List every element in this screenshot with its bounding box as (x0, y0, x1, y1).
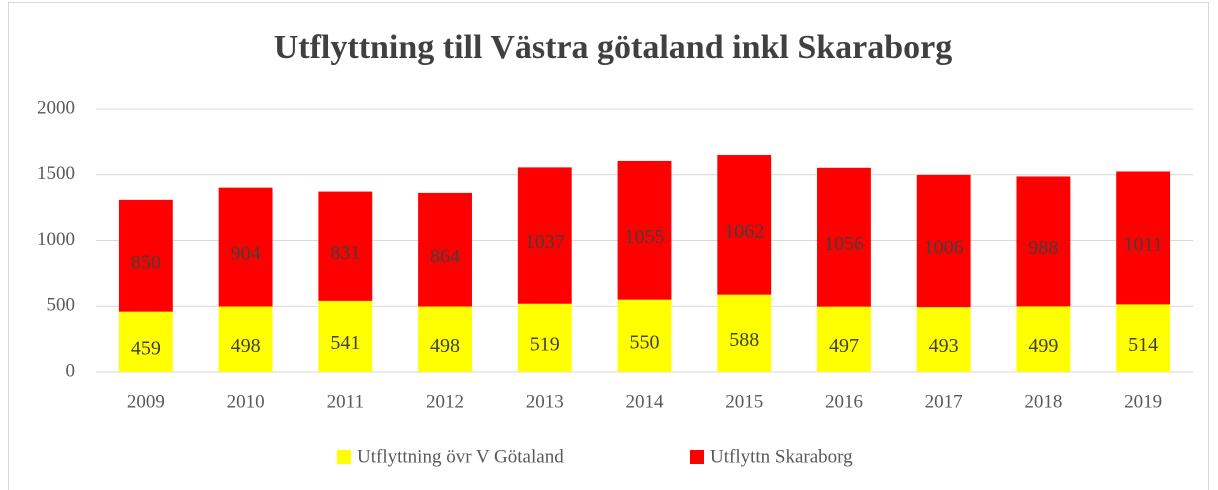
legend-swatch (690, 450, 704, 464)
bar-segment (118, 311, 173, 372)
y-tick-label: 500 (47, 295, 76, 316)
bar-segment (817, 306, 871, 372)
value-label: 904 (231, 243, 261, 265)
bar-segment (1016, 306, 1071, 372)
bar-segment (916, 174, 971, 308)
x-tick-label: 2018 (1024, 391, 1062, 412)
value-label: 499 (1028, 335, 1058, 357)
bar-segment (418, 192, 472, 307)
value-label: 493 (929, 335, 959, 357)
bar-segment (517, 303, 572, 372)
value-label: 831 (330, 242, 360, 264)
bar-segment (218, 187, 273, 307)
value-label: 1011 (1124, 234, 1163, 256)
chart-frame (8, 2, 1209, 490)
value-label: 850 (131, 251, 161, 273)
bar-segment (218, 306, 273, 372)
y-tick-label: 1000 (37, 229, 75, 250)
value-label: 988 (1028, 237, 1058, 259)
bar-segment (717, 155, 772, 295)
x-tick-label: 2016 (825, 391, 863, 412)
x-tick-label: 2019 (1124, 391, 1162, 412)
value-label: 1062 (724, 220, 764, 242)
bar-segment (717, 294, 772, 372)
value-label: 1055 (625, 226, 665, 248)
bar-segment (517, 167, 572, 304)
bar-segment (118, 199, 173, 312)
value-label: 514 (1128, 334, 1158, 356)
value-label: 459 (131, 337, 161, 359)
bar-segment (817, 167, 871, 307)
bar-segment (1016, 176, 1071, 307)
bar-segment (1116, 171, 1171, 305)
bar-segment (617, 160, 672, 300)
legend-label: Utflyttn Skaraborg (710, 446, 853, 467)
value-label: 550 (630, 331, 660, 353)
bar-segment (617, 299, 672, 372)
value-label: 498 (231, 335, 261, 357)
x-tick-label: 2013 (526, 391, 564, 412)
x-tick-label: 2012 (426, 391, 464, 412)
x-tick-label: 2015 (725, 391, 763, 412)
x-tick-label: 2014 (626, 391, 665, 412)
bar-segment (318, 191, 373, 301)
legend-swatch (337, 450, 351, 464)
bar-segment (916, 307, 971, 372)
value-label: 497 (829, 335, 859, 357)
x-tick-label: 2010 (227, 391, 265, 412)
bar-segment (418, 306, 472, 372)
value-label: 1037 (525, 231, 565, 253)
y-tick-label: 0 (66, 360, 76, 381)
bar-segment (318, 300, 373, 372)
value-label: 498 (430, 335, 460, 357)
value-label: 541 (330, 332, 360, 354)
y-tick-label: 1500 (37, 163, 75, 184)
x-tick-label: 2009 (127, 391, 165, 412)
chart-title: Utflyttning till Västra götaland inkl Sk… (274, 29, 953, 66)
value-label: 1056 (824, 233, 864, 255)
value-label: 588 (729, 329, 759, 351)
legend-label: Utflyttning övr V Götaland (357, 446, 564, 467)
value-label: 1006 (924, 237, 964, 259)
value-label: 519 (530, 333, 560, 355)
x-tick-label: 2017 (925, 391, 963, 412)
y-tick-label: 2000 (37, 97, 75, 118)
bar-segment (1116, 304, 1171, 372)
x-tick-label: 2011 (327, 391, 364, 412)
value-label: 864 (430, 245, 460, 267)
